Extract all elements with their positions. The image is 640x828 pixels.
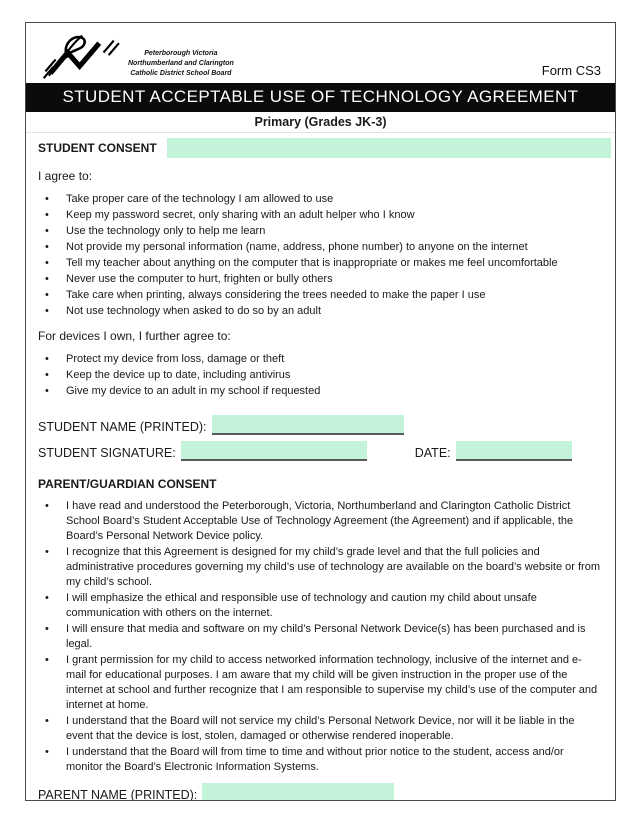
student-consent-highlight-field[interactable] [166,138,611,158]
form-page: Peterborough Victoria Northumberland and… [25,22,616,801]
list-item: I understand that the Board will not ser… [38,714,601,744]
form-title: STUDENT ACCEPTABLE USE OF TECHNOLOGY AGR… [26,83,615,112]
student-name-label: STUDENT NAME (PRINTED): [38,420,207,434]
board-name-line1: Peterborough Victoria [144,50,218,57]
form-header: Peterborough Victoria Northumberland and… [26,23,615,83]
student-name-row: STUDENT NAME (PRINTED): [26,415,615,435]
device-agreement-list: Protect my device from loss, damage or t… [38,352,601,399]
list-item: Tell my teacher about anything on the co… [38,256,601,271]
student-consent-heading: STUDENT CONSENT [38,141,157,155]
board-name-line2: Northumberland and Clarington [128,60,234,68]
list-item: I have read and understood the Peterboro… [38,499,601,544]
list-item: Take proper care of the technology I am … [38,192,601,207]
student-consent-header-row: STUDENT CONSENT [26,133,615,162]
list-item: Not use technology when asked to do so b… [38,304,601,319]
list-item: Protect my device from loss, damage or t… [38,352,601,367]
student-date-input[interactable] [455,441,572,461]
student-signature-row: STUDENT SIGNATURE: DATE: [26,441,615,461]
form-subtitle: Primary (Grades JK-3) [26,112,615,133]
board-name-line3: Catholic District School Board [130,70,232,78]
student-agreement-list: Take proper care of the technology I am … [38,192,601,319]
list-item: I grant permission for my child to acces… [38,653,601,713]
student-date-label: DATE: [414,446,451,460]
parent-agreement-list: I have read and understood the Peterboro… [38,499,601,775]
student-date-group: DATE: [415,441,572,461]
parent-name-input[interactable] [202,783,395,800]
parent-name-row: PARENT NAME (PRINTED): [26,783,615,801]
student-signature-input[interactable] [180,441,367,461]
student-name-input[interactable] [211,415,404,435]
board-name: Peterborough Victoria Northumberland and… [128,49,234,79]
list-item: Give my device to an adult in my school … [38,384,601,399]
list-item: Never use the computer to hurt, frighten… [38,272,601,287]
list-item: I will ensure that media and software on… [38,622,601,652]
school-board-logo-icon [42,34,120,79]
student-agree-intro: I agree to: [38,169,93,183]
list-item: Take care when printing, always consider… [38,288,601,303]
list-item: I recognize that this Agreement is desig… [38,545,601,590]
list-item: I will emphasize the ethical and respons… [38,591,601,621]
list-item: Not provide my personal information (nam… [38,240,601,255]
list-item: Keep my password secret, only sharing wi… [38,208,601,223]
list-item: Use the technology only to help me learn [38,224,601,239]
parent-name-label: PARENT NAME (PRINTED): [38,788,198,801]
form-number: Form CS3 [541,63,601,78]
list-item: Keep the device up to date, including an… [38,368,601,383]
devices-intro: For devices I own, I further agree to: [38,329,231,343]
parent-consent-heading: PARENT/GUARDIAN CONSENT [38,477,217,491]
list-item: I understand that the Board will from ti… [38,745,601,775]
student-signature-label: STUDENT SIGNATURE: [38,446,176,460]
